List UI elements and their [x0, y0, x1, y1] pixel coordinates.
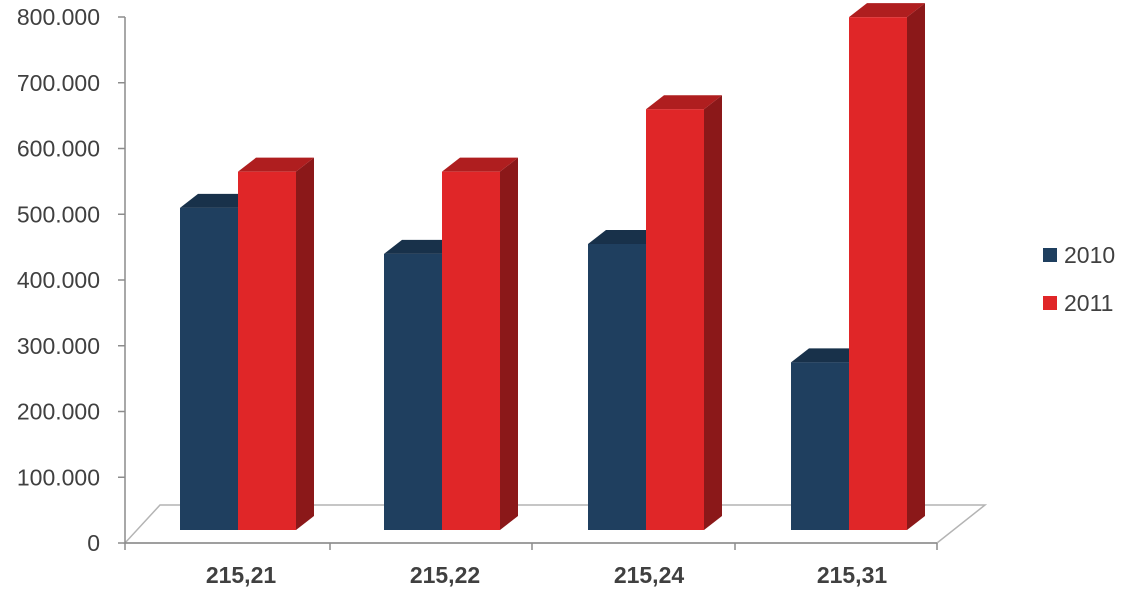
y-axis-tick-labels: 0 100.000 200.000 300.000 400.000 500.000 600.…	[17, 4, 100, 556]
x-tick-label: 215,21	[206, 562, 277, 588]
bar-front-face	[384, 253, 442, 530]
y-tick-label: 500.000	[17, 201, 100, 227]
bar-top-face	[238, 157, 314, 172]
chart-legend: 2010 2011	[1043, 242, 1115, 316]
bar-top-face	[180, 193, 256, 208]
bar-top-face	[588, 229, 664, 244]
bar-2011-215,22	[442, 157, 518, 530]
bar-top-face	[442, 157, 518, 172]
x-tick-label: 215,31	[817, 562, 888, 588]
bar-top-face	[849, 3, 925, 18]
legend-label-2010: 2010	[1064, 242, 1115, 268]
bar-2011-215,24	[646, 95, 722, 530]
legend-label-2011: 2011	[1064, 290, 1113, 316]
y-tick-label: 600.000	[17, 136, 100, 162]
bar-front-face	[238, 171, 296, 530]
y-tick-label: 200.000	[17, 399, 100, 425]
y-tick-label: 100.000	[17, 464, 100, 490]
y-tick-label: 800.000	[17, 4, 100, 30]
chart-axes	[118, 16, 938, 550]
y-tick-label: 0	[87, 530, 100, 556]
y-tick-label: 400.000	[17, 267, 100, 293]
bar-front-face	[791, 362, 849, 530]
bar-front-face	[588, 243, 646, 531]
legend-swatch-2010	[1043, 248, 1057, 262]
bar-side-face	[907, 3, 925, 530]
x-tick-label: 215,24	[614, 562, 685, 588]
bar-2011-215,21	[238, 157, 314, 530]
y-tick-label: 700.000	[17, 70, 100, 96]
bar-top-face	[384, 239, 460, 254]
bar-side-face	[296, 157, 314, 530]
bar-side-face	[704, 95, 722, 530]
chart-bars	[180, 3, 925, 531]
bar-front-face	[180, 207, 238, 530]
bar-side-face	[500, 157, 518, 530]
bar-2011-215,31	[849, 3, 925, 530]
bar-top-face	[646, 95, 722, 110]
y-tick-label: 300.000	[17, 333, 100, 359]
bar-front-face	[849, 17, 907, 530]
legend-swatch-2011	[1043, 296, 1057, 310]
bar-top-face	[791, 348, 867, 363]
bar-front-face	[646, 109, 704, 530]
bar-front-face	[442, 171, 500, 530]
x-axis-tick-labels: 215,21 215,22 215,24 215,31	[206, 562, 888, 588]
x-tick-label: 215,22	[410, 562, 480, 588]
